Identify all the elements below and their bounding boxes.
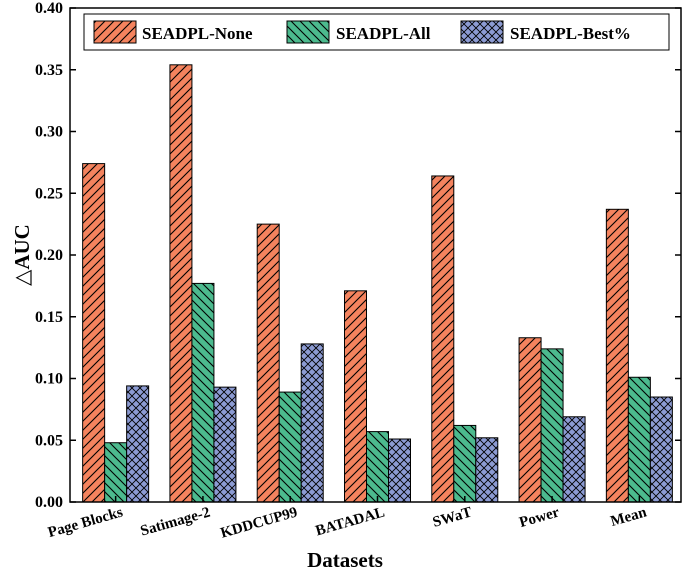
y-axis-title: △AUC: [10, 224, 34, 286]
bar-seadpl-all-kddcup99: [278, 391, 302, 503]
x-tick-label-power: Power: [518, 504, 562, 531]
y-axis: 0.00 0.05 0.10 0.15 0.20 0.25 0.30 0.35 0.40: [35, 0, 681, 511]
legend-label-seadpl-best: SEADPL-Best%: [510, 24, 631, 43]
bar-seadpl-best-kddcup99: [300, 343, 324, 503]
legend: SEADPL-None SEADPL-All SEADPL-Best%: [83, 13, 670, 51]
bar-seadpl-none-kddcup99: [256, 223, 280, 503]
y-tick-label: 0.20: [35, 247, 63, 264]
bar-seadpl-none-mean: [605, 208, 629, 503]
bar-seadpl-best-batadal: [388, 438, 411, 503]
bar-seadpl-none-satimage-2: [169, 64, 193, 503]
bar-seadpl-none-page-blocks: [82, 163, 106, 503]
x-tick-label-satimage-2: Satimage-2: [139, 504, 212, 539]
bar-seadpl-best-swat: [475, 437, 499, 503]
legend-swatch-seadpl-none: [93, 20, 137, 44]
legend-label-seadpl-none: SEADPL-None: [142, 24, 253, 43]
bar-seadpl-best-page-blocks: [126, 385, 150, 503]
y-tick-label: 0.30: [35, 124, 63, 141]
y-tick-label: 0.00: [35, 494, 63, 511]
y-tick-label: 0.05: [35, 432, 63, 449]
bar-seadpl-all-power: [540, 348, 564, 503]
bars-layer: [82, 64, 673, 503]
bar-seadpl-best-satimage-2: [213, 386, 237, 503]
bar-seadpl-best-power: [562, 416, 586, 503]
x-tick-label-kddcup99: KDDCUP99: [219, 504, 300, 541]
x-axis: Page Blocks Satimage-2 KDDCUP99 BATADAL SWaT…: [46, 496, 649, 542]
bar-seadpl-all-swat: [453, 424, 477, 503]
y-tick-label: 0.40: [35, 0, 63, 17]
x-axis-title: Datasets: [307, 548, 383, 571]
x-tick-label-mean: Mean: [609, 504, 649, 530]
x-tick-label-swat: SWaT: [431, 504, 474, 530]
y-tick-label: 0.15: [35, 309, 63, 326]
plot-frame: [69, 7, 682, 503]
legend-frame: [83, 13, 670, 51]
x-tick-label-batadal: BATADAL: [314, 504, 387, 539]
legend-swatch-seadpl-all: [286, 20, 330, 44]
legend-swatch-seadpl-best: [460, 20, 504, 44]
bar-seadpl-all-page-blocks: [104, 442, 128, 503]
legend-label-seadpl-all: SEADPL-All: [336, 24, 431, 43]
bar-seadpl-none-power: [518, 337, 542, 503]
bar-seadpl-best-mean: [649, 396, 673, 503]
y-tick-label: 0.35: [35, 62, 63, 79]
bar-seadpl-none-batadal: [344, 290, 367, 503]
y-tick-label: 0.10: [35, 371, 63, 388]
bar-seadpl-none-swat: [431, 175, 455, 503]
bar-seadpl-all-mean: [627, 376, 651, 503]
bar-seadpl-all-batadal: [366, 431, 389, 503]
y-tick-label: 0.25: [35, 185, 63, 202]
bar-seadpl-all-satimage-2: [191, 282, 215, 503]
